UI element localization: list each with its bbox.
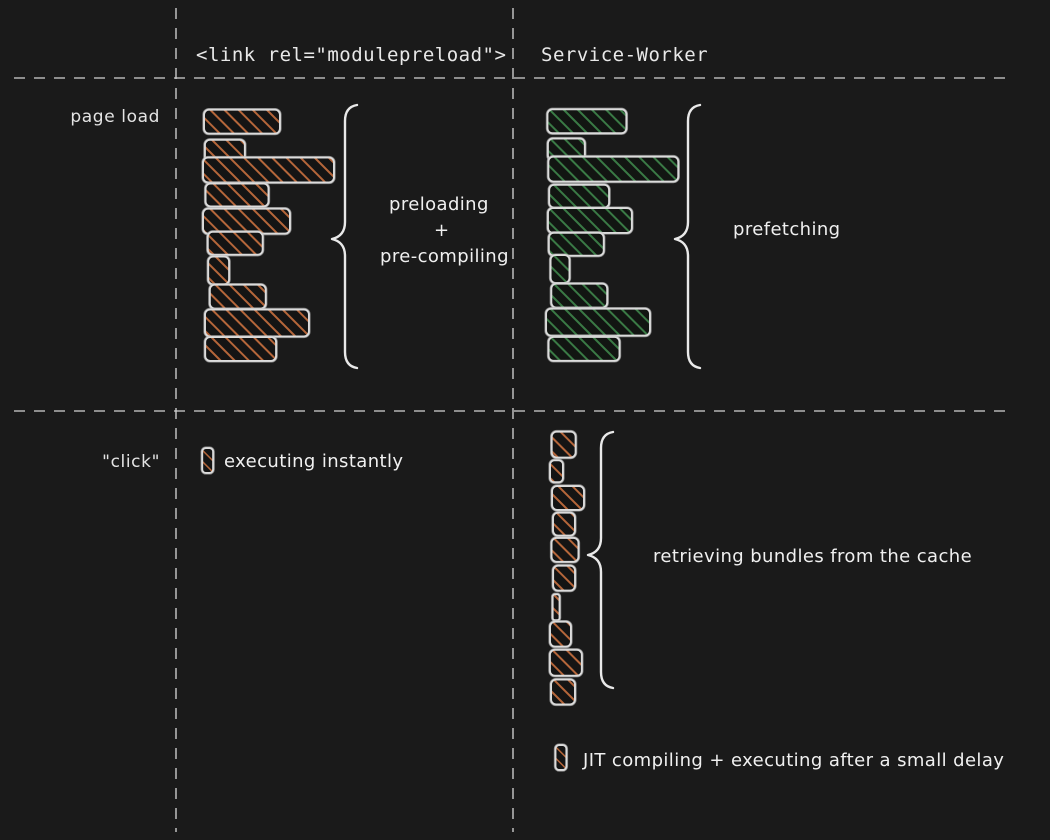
bar <box>204 335 278 362</box>
bar-sketch-outline <box>202 107 282 136</box>
bar <box>202 108 281 135</box>
bar-sketch-outline <box>548 458 565 484</box>
annotation-pre-compiling: pre-compiling <box>380 246 509 267</box>
bar-group-modulepreload-click <box>200 446 215 475</box>
bar <box>548 183 611 209</box>
bar-sketch-outline <box>206 230 265 257</box>
bar <box>550 282 609 309</box>
bar-sketch-outline <box>547 231 606 258</box>
bar <box>547 155 680 183</box>
bar <box>202 156 336 184</box>
bar-group-service-worker-page-load <box>544 107 680 363</box>
brace-preloading <box>330 103 359 370</box>
bar-sketch-outline <box>546 335 622 363</box>
bar <box>204 182 270 208</box>
bar <box>551 593 561 622</box>
bar-sketch-outline <box>549 677 577 707</box>
annotation-executing-instantly: executing instantly <box>224 451 403 472</box>
bar <box>203 308 310 338</box>
bar <box>549 254 571 285</box>
bar <box>547 231 605 257</box>
bar <box>550 430 577 459</box>
bar-sketch-outline <box>551 563 577 593</box>
bar <box>551 511 576 537</box>
annotation-preloading: preloading <box>389 194 489 215</box>
bar <box>548 648 583 677</box>
bar-sketch-outline <box>550 429 578 460</box>
bar-sketch-outline <box>548 619 573 649</box>
bar <box>551 484 586 511</box>
bar-group-service-worker-click <box>548 429 586 707</box>
column-header-service-worker: Service-Worker <box>541 44 708 66</box>
bar-sketch-outline <box>553 743 569 772</box>
brace-retrieving <box>586 430 615 690</box>
bar-sketch-outline <box>203 335 278 363</box>
bar <box>201 207 291 235</box>
bar <box>550 678 577 706</box>
grid-lines <box>14 8 1006 832</box>
bar <box>548 620 572 648</box>
bar <box>548 459 564 484</box>
bar <box>550 536 580 563</box>
column-header-modulepreload: <link rel="modulepreload"> <box>196 44 506 66</box>
row-label-page-load: page load <box>70 107 160 127</box>
brace-prefetching <box>673 103 702 370</box>
annotation-plus: + <box>434 220 449 241</box>
annotation-retrieving-bundles: retrieving bundles from the cache <box>653 546 972 567</box>
row-label-click: "click" <box>102 452 160 472</box>
bar-group-jit-legend-swatch <box>553 743 569 772</box>
bar-sketch-outline <box>546 154 680 184</box>
bar <box>546 206 633 234</box>
bar <box>552 564 577 592</box>
bar <box>545 307 652 337</box>
bar-sketch-outline <box>545 107 629 135</box>
bar <box>208 283 267 310</box>
bar-sketch-outline <box>200 446 215 475</box>
bar <box>554 744 568 772</box>
bar <box>207 255 231 286</box>
bar <box>546 108 628 135</box>
bar-group-modulepreload-page-load <box>201 107 336 363</box>
bar <box>206 230 264 256</box>
annotation-jit-compiling: JIT compiling + executing after a small … <box>582 750 1004 771</box>
bar-sketch-outline <box>548 648 584 678</box>
bar <box>201 446 215 474</box>
annotation-prefetching: prefetching <box>733 219 841 240</box>
bar-sketch-outline <box>201 155 336 185</box>
bar-sketch-outline <box>549 536 581 564</box>
bar <box>547 335 621 362</box>
